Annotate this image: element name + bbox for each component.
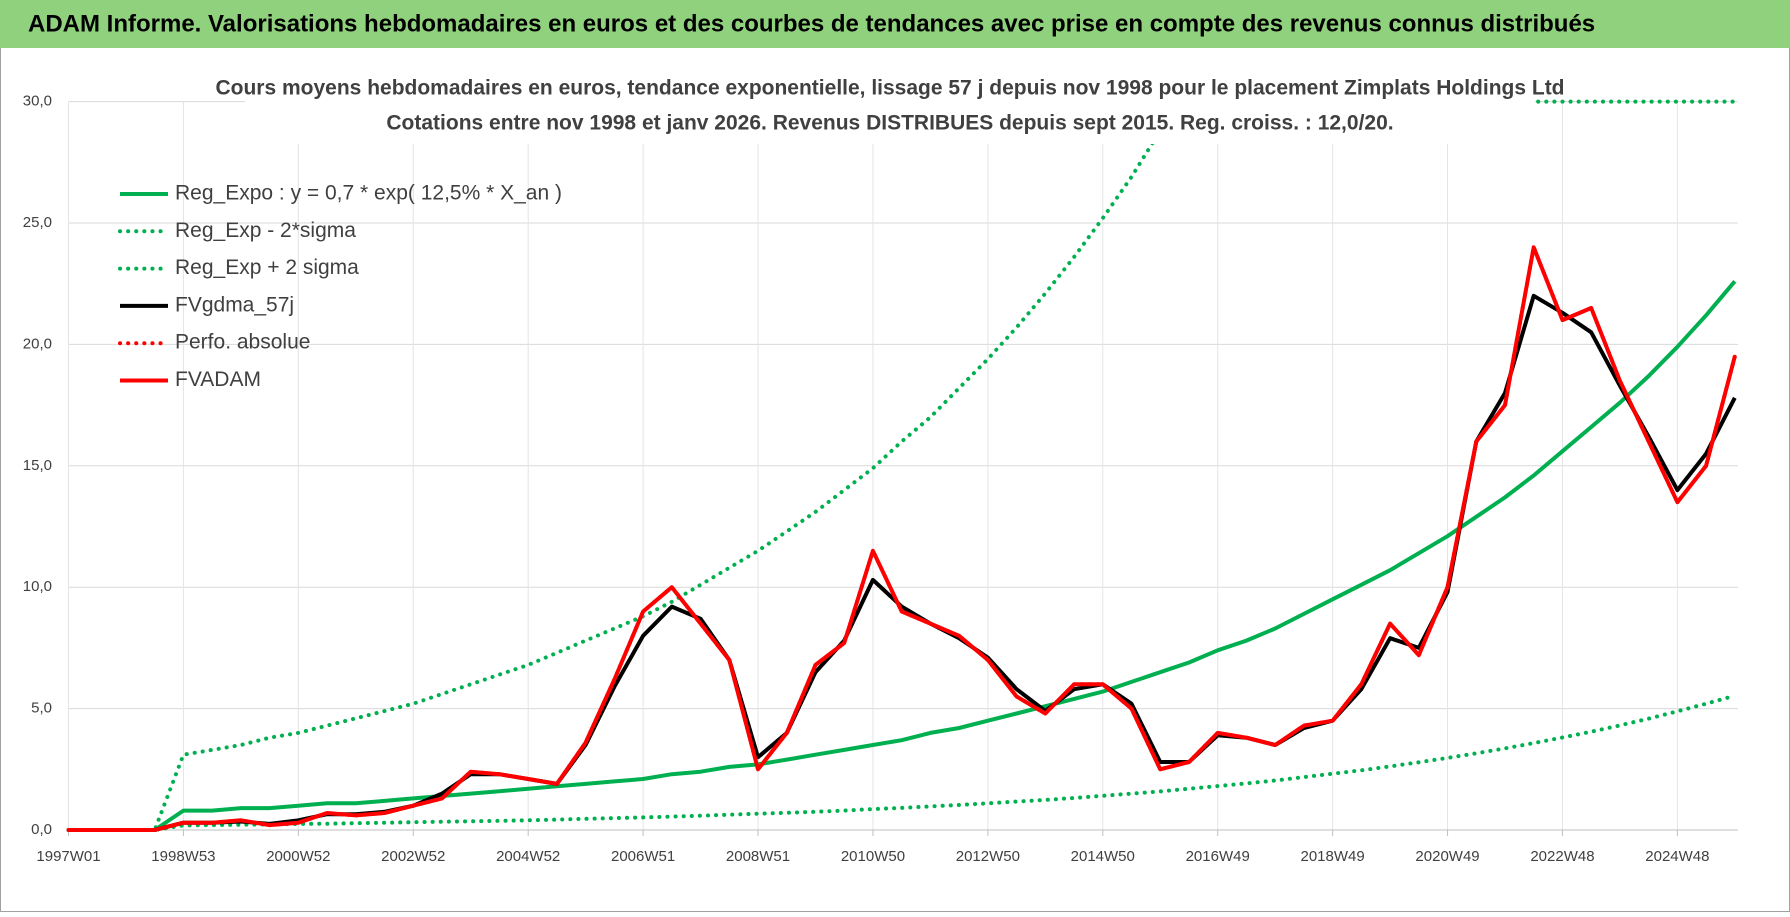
series-line (68, 245, 1737, 832)
y-tick-label: 30,0 (23, 93, 52, 110)
x-tick-label: 2008W51 (726, 848, 790, 865)
x-tick-label: 2020W49 (1415, 848, 1479, 865)
legend-label: Perfo. absolue (175, 331, 310, 354)
legend-label: Reg_Expo : y = 0,7 * exp( 12,5% * X_an ) (175, 182, 562, 205)
x-tick-label: 2024W48 (1645, 848, 1709, 865)
x-tick-label: 2002W52 (381, 848, 445, 865)
x-tick-label: 1997W01 (36, 848, 100, 865)
series-line (66, 693, 1737, 832)
x-tick-label: 2004W52 (496, 848, 560, 865)
legend-label: Reg_Exp - 2*sigma (175, 219, 356, 242)
x-tick-label: 2018W49 (1301, 848, 1365, 865)
legend-label: FVgdma_57j (175, 293, 294, 316)
x-tick-label: 2014W50 (1071, 848, 1135, 865)
chart-title: Cours moyens hebdomadaires en euros, ten… (215, 77, 1564, 100)
x-tick-label: 1998W53 (151, 848, 215, 865)
y-tick-label: 0,0 (31, 821, 52, 838)
y-tick-label: 20,0 (23, 335, 52, 352)
x-tick-label: 2012W50 (956, 848, 1020, 865)
y-tick-label: 25,0 (23, 214, 52, 231)
header-band (0, 0, 1790, 48)
x-tick-label: 2022W48 (1530, 848, 1594, 865)
header-title: ADAM Informe. Valorisations hebdomadaire… (28, 10, 1595, 37)
x-tick-label: 2006W51 (611, 848, 675, 865)
title-box (245, 72, 1535, 144)
y-tick-label: 10,0 (23, 578, 52, 595)
x-tick-label: 2000W52 (266, 848, 330, 865)
legend: Reg_Expo : y = 0,7 * exp( 12,5% * X_an )… (118, 182, 562, 391)
chart-subtitle: Cotations entre nov 1998 et janv 2026. R… (386, 112, 1393, 135)
x-tick-label: 2010W50 (841, 848, 905, 865)
x-tick-label: 2016W49 (1186, 848, 1250, 865)
y-tick-label: 5,0 (31, 700, 52, 717)
legend-label: Reg_Exp + 2 sigma (175, 256, 359, 279)
legend-label: FVADAM (175, 368, 261, 391)
y-tick-label: 15,0 (23, 457, 52, 474)
